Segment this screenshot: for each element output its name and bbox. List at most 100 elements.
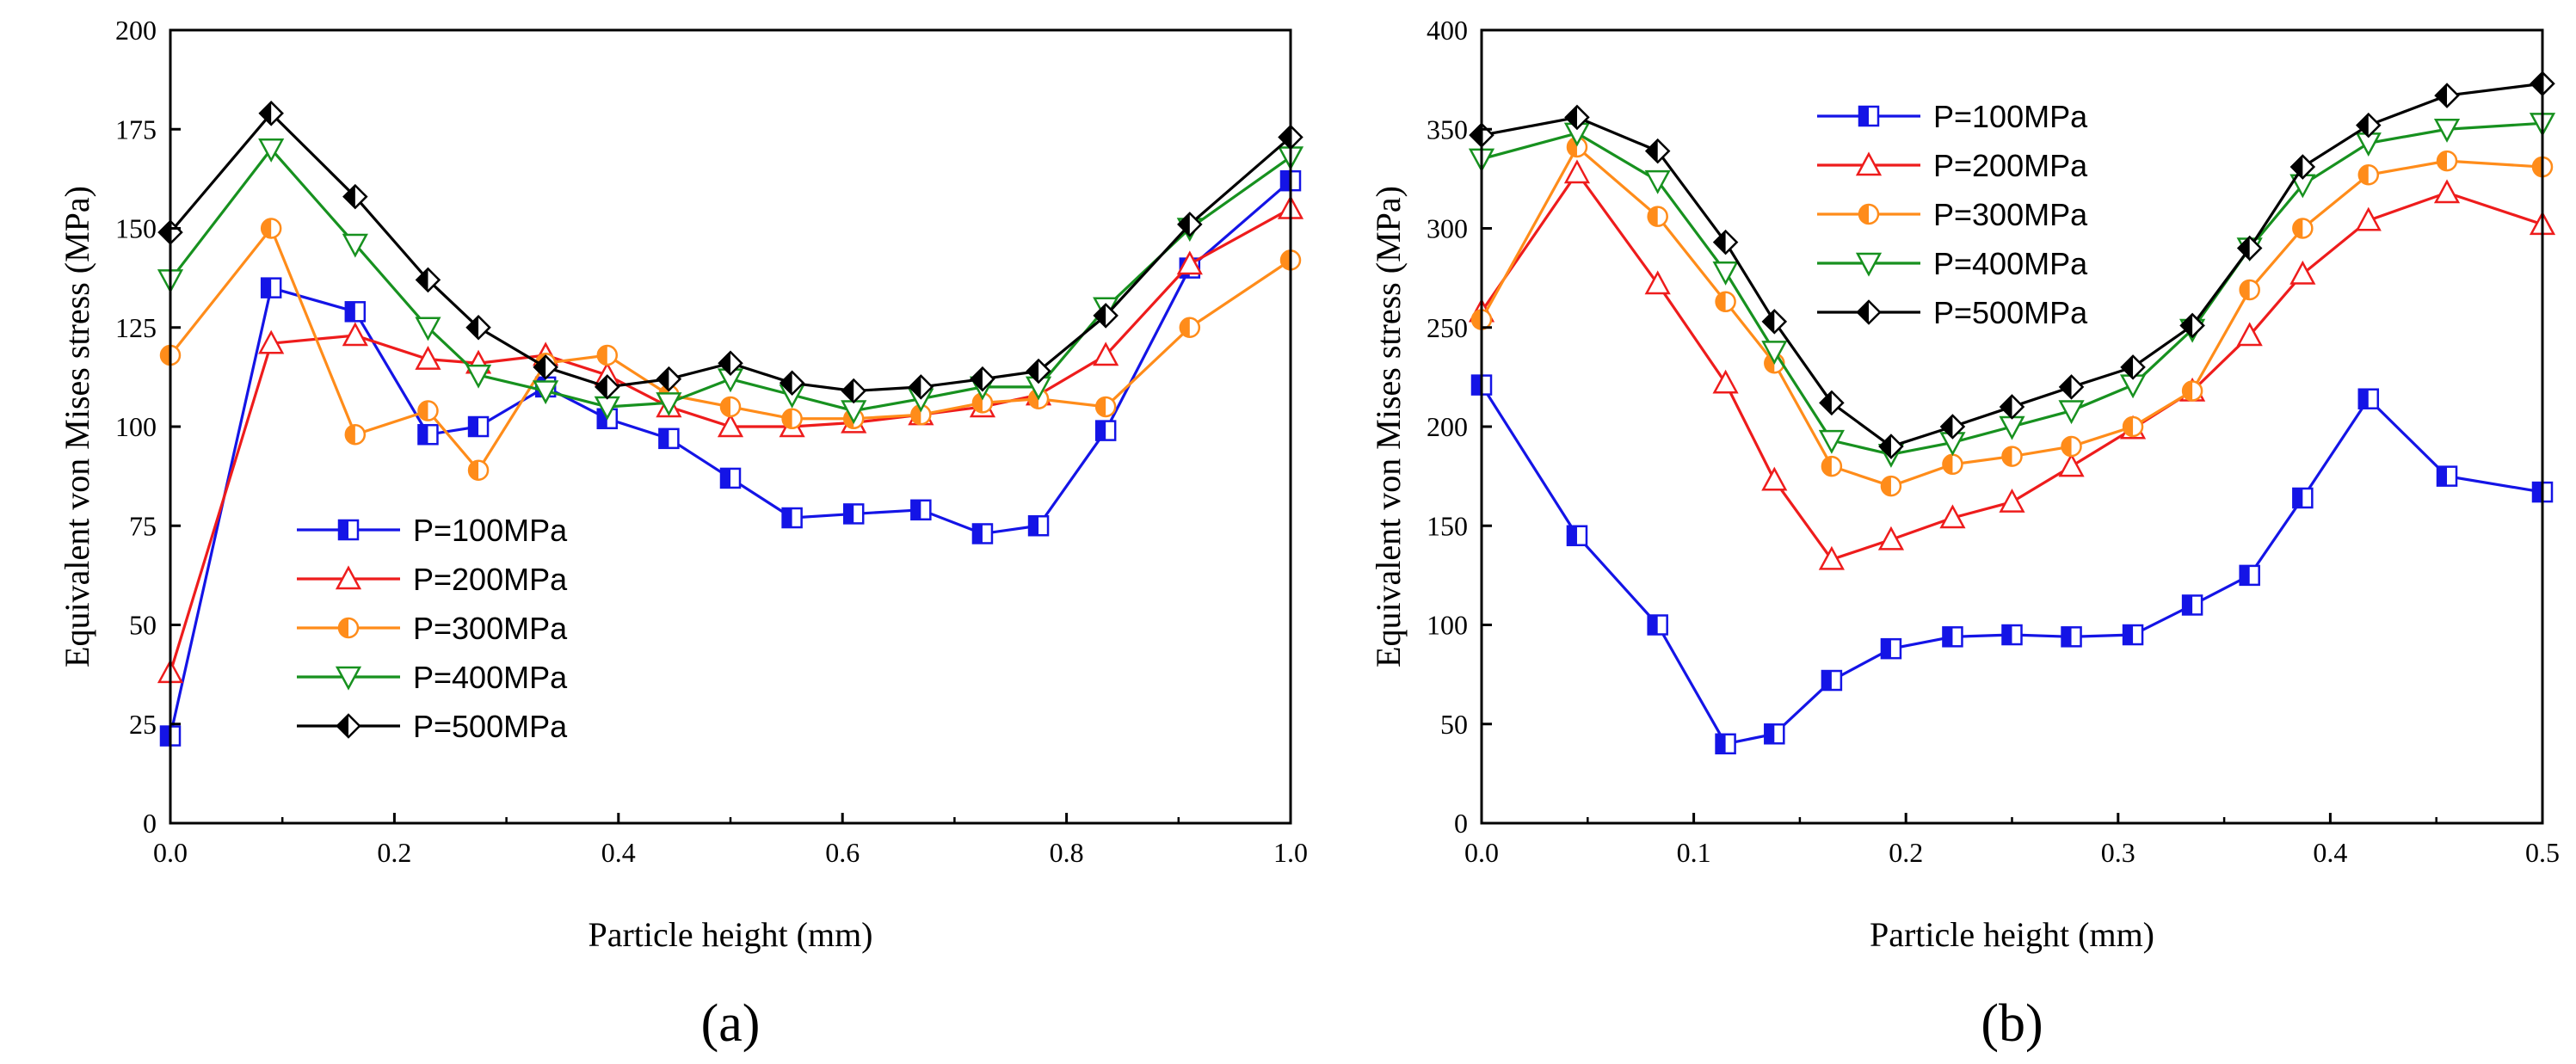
- data-point: [1877, 526, 1905, 550]
- legend-item: P=100MPa: [1817, 99, 2088, 134]
- series-line: [169, 179, 1292, 736]
- data-point: [718, 350, 743, 377]
- data-point: [1818, 545, 1845, 570]
- panel-label-b: (b): [1981, 994, 2043, 1053]
- data-point: [1712, 369, 1739, 394]
- data-point: [779, 370, 805, 397]
- legend-marker: [1855, 151, 1883, 176]
- data-point: [2433, 179, 2461, 204]
- data-point: [1818, 429, 1845, 454]
- data-point: [596, 344, 619, 366]
- data-point: [1761, 341, 1788, 366]
- y-tick-label: 350: [1427, 114, 1468, 145]
- legend-label: P=500MPa: [1933, 295, 2088, 330]
- data-point: [1093, 341, 1119, 366]
- data-point: [1176, 250, 1203, 275]
- data-point: [1027, 515, 1050, 537]
- series-p-400mpa: [157, 138, 1304, 425]
- data-point: [656, 366, 682, 392]
- data-point: [1093, 303, 1119, 329]
- legend-label: P=100MPa: [1933, 99, 2088, 134]
- data-point: [260, 218, 282, 239]
- data-point: [415, 267, 441, 293]
- data-point: [2001, 624, 2023, 646]
- data-point: [2120, 354, 2146, 380]
- data-point: [342, 322, 368, 347]
- x-tick-label: 0.2: [1889, 837, 1923, 868]
- data-point: [841, 378, 866, 404]
- y-tick-label: 300: [1427, 213, 1468, 244]
- legend-item: P=100MPa: [297, 513, 568, 548]
- legend-marker: [1858, 203, 1880, 225]
- data-point: [2357, 388, 2380, 409]
- legend-marker: [335, 666, 362, 691]
- data-point: [2289, 154, 2316, 180]
- series-p-100mpa: [159, 169, 1302, 747]
- data-point: [344, 423, 367, 446]
- data-point: [2436, 465, 2458, 487]
- data-point: [595, 374, 620, 400]
- legend-marker: [1858, 105, 1880, 127]
- data-point: [258, 138, 285, 163]
- data-point: [1644, 138, 1671, 164]
- data-point: [2179, 312, 2205, 339]
- data-point: [2239, 564, 2260, 587]
- data-point: [1715, 291, 1736, 313]
- y-tick-label: 50: [129, 610, 157, 641]
- legend-marker: [1855, 252, 1883, 277]
- legend-marker: [337, 617, 360, 639]
- legend-item: P=400MPa: [297, 660, 568, 695]
- data-point: [656, 392, 682, 416]
- data-point: [533, 354, 558, 380]
- x-tick-label: 0.8: [1050, 837, 1084, 868]
- data-point: [719, 467, 742, 489]
- data-point: [2058, 400, 2085, 425]
- data-point: [1712, 229, 1739, 255]
- data-point: [910, 499, 932, 521]
- legend-label: P=400MPa: [413, 660, 568, 695]
- data-point: [1821, 669, 1843, 692]
- x-tick-label: 0.6: [825, 837, 860, 868]
- data-point: [1999, 488, 2025, 513]
- data-point: [1712, 261, 1739, 286]
- data-point: [1026, 358, 1051, 384]
- data-point: [781, 507, 803, 529]
- series-p-500mpa: [157, 101, 1303, 404]
- data-point: [2289, 260, 2316, 285]
- data-point: [342, 183, 368, 210]
- legend-b: P=100MPa P=200MPa P=300MPa P=400MPa P=500MPa: [1817, 99, 2088, 330]
- data-point: [2357, 164, 2380, 186]
- y-tick-label: 75: [129, 510, 157, 541]
- y-axis-label-a: Equivalent von Mises stress (MPa): [58, 186, 96, 667]
- data-point: [842, 503, 865, 525]
- data-point: [2436, 150, 2458, 172]
- legend-label: P=300MPa: [413, 611, 568, 646]
- data-point: [2434, 83, 2460, 108]
- data-point: [2236, 322, 2263, 347]
- data-point: [1566, 525, 1588, 547]
- data-point: [1999, 394, 2025, 420]
- legend-item: P=300MPa: [1817, 197, 2088, 232]
- y-axis-label-b: Equivalent von Mises stress (MPa): [1369, 186, 1408, 667]
- data-point: [415, 346, 441, 370]
- legend-label: P=200MPa: [1933, 148, 2088, 183]
- y-tick-label: 200: [115, 15, 157, 46]
- series-line: [169, 111, 1292, 393]
- data-point: [465, 314, 491, 341]
- data-point: [465, 364, 492, 389]
- data-point: [2122, 624, 2144, 646]
- legend-marker: [335, 565, 362, 590]
- data-point: [717, 413, 744, 438]
- chart-panel-b: 0.0 0.1 0.2 0.3 0.4 0.5 0 50 100 150 200 250 300 350 4…: [1369, 15, 2560, 1053]
- x-axis-label-b: Particle height (mm): [1870, 915, 2154, 954]
- data-point: [1939, 414, 1966, 440]
- data-point: [1819, 390, 1845, 416]
- x-tick-label: 0.4: [2313, 837, 2347, 868]
- data-point: [908, 374, 934, 400]
- data-point: [2236, 235, 2263, 261]
- data-point: [1179, 317, 1201, 338]
- data-point: [2058, 452, 2085, 477]
- series-p-300mpa: [159, 218, 1302, 481]
- y-tick-label: 0: [143, 808, 157, 839]
